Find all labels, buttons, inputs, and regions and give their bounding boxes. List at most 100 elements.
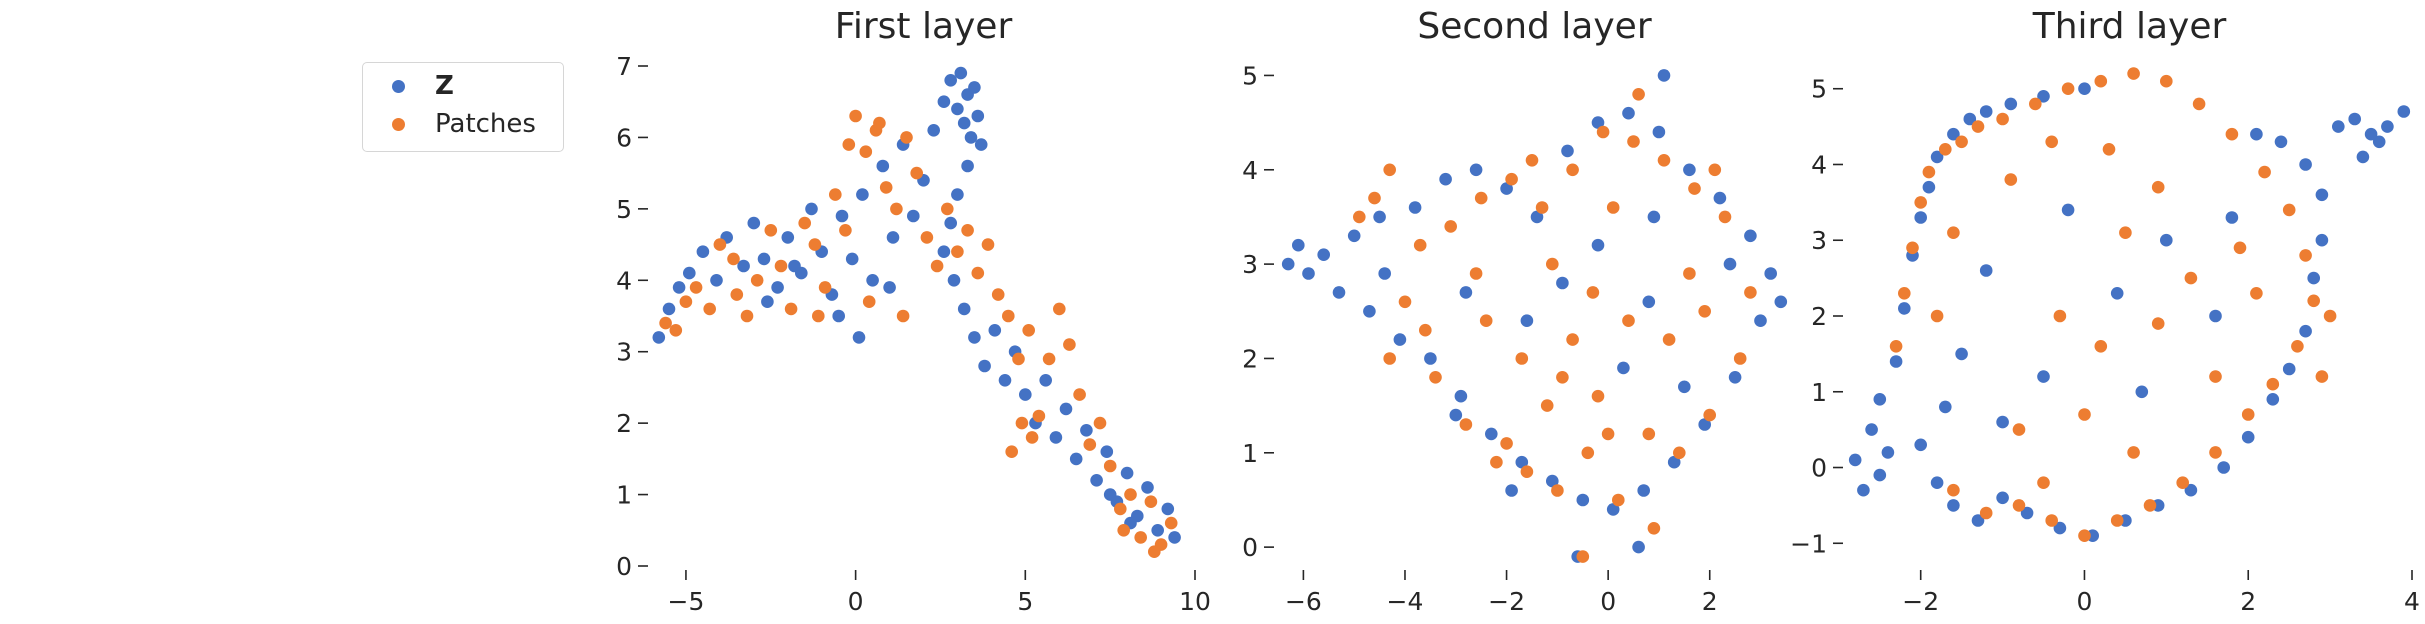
second-layer-ytick-label: 1 bbox=[1242, 439, 1258, 468]
third-layer-patches-point bbox=[2160, 74, 2173, 88]
third-layer-patches-point bbox=[1971, 120, 1985, 133]
second-layer-z-point bbox=[1774, 295, 1788, 309]
second-layer-patches-point bbox=[1546, 257, 1559, 271]
first-layer-patches-point bbox=[1025, 431, 1039, 444]
third-layer-z-point bbox=[1955, 347, 1968, 361]
second-layer-patches-point bbox=[1581, 446, 1595, 460]
second-layer-patches-point bbox=[1500, 437, 1513, 450]
first-layer-z-point bbox=[832, 309, 845, 323]
second-layer-patches-point bbox=[1576, 550, 1590, 563]
third-layer-ytick-label: 3 bbox=[1811, 226, 1827, 255]
legend-z-label: Z bbox=[435, 71, 454, 101]
second-layer-xtick-label: 0 bbox=[1600, 587, 1616, 616]
third-layer-z-point bbox=[2299, 324, 2312, 338]
third-layer-patches-point bbox=[1889, 340, 1903, 353]
first-layer-patches-point bbox=[873, 116, 886, 130]
second-layer-z-point bbox=[1317, 248, 1330, 261]
third-layer-z-point bbox=[2184, 483, 2198, 497]
third-layer-xtick-label: 0 bbox=[2077, 587, 2093, 616]
first-layer-z-point bbox=[937, 245, 951, 258]
second-layer-z-point bbox=[1454, 389, 1468, 403]
second-layer-patches-point bbox=[1556, 371, 1569, 384]
second-layer-z-point bbox=[1764, 267, 1777, 280]
second-layer-z-point bbox=[1373, 210, 1386, 224]
third-layer-z-point bbox=[2282, 362, 2296, 376]
first-layer-title: First layer bbox=[835, 6, 1013, 47]
first-layer-z-point bbox=[781, 231, 795, 244]
third-layer-patches-point bbox=[2045, 514, 2058, 527]
first-layer-patches-point bbox=[1083, 438, 1097, 451]
third-layer-title: Third layer bbox=[2032, 6, 2227, 47]
third-layer-patches-point bbox=[2323, 309, 2337, 323]
first-layer-patches-point bbox=[1015, 416, 1029, 430]
third-layer-patches-point bbox=[2307, 294, 2320, 308]
third-layer-z-point bbox=[1947, 127, 1960, 141]
first-layer-patches-point bbox=[1005, 445, 1018, 459]
second-layer-ytick-label: 3 bbox=[1242, 250, 1258, 279]
first-layer-patches-point bbox=[730, 288, 744, 301]
first-layer-xtick-label: −5 bbox=[668, 587, 705, 616]
third-layer-patches-point bbox=[1955, 135, 1968, 149]
second-layer-z-point bbox=[1459, 286, 1473, 299]
second-layer-patches-point bbox=[1642, 427, 1656, 441]
second-layer-z-point bbox=[1520, 314, 1534, 328]
third-layer-ytick-label: 4 bbox=[1811, 150, 1827, 179]
first-layer-z-point bbox=[954, 66, 968, 80]
second-layer-patches-point bbox=[1673, 446, 1686, 460]
third-layer-patches-point bbox=[2143, 499, 2157, 512]
third-layer-patches-point bbox=[2012, 499, 2026, 512]
first-layer-z-point bbox=[988, 324, 1002, 337]
first-layer-patches-point bbox=[829, 188, 842, 201]
first-layer-patches-point bbox=[930, 259, 944, 273]
second-layer-patches-point bbox=[1683, 267, 1696, 280]
second-layer-patches-point bbox=[1601, 427, 1615, 441]
second-layer-z-point bbox=[1652, 125, 1666, 139]
second-layer-patches-point bbox=[1566, 333, 1579, 346]
second-layer-z-point bbox=[1713, 191, 1727, 205]
third-layer-patches-point bbox=[2250, 287, 2263, 300]
second-layer-z-point bbox=[1505, 484, 1518, 497]
second-layer-z-point bbox=[1657, 69, 1671, 82]
third-layer-z-point bbox=[2135, 385, 2149, 399]
first-layer-z-point bbox=[951, 188, 964, 201]
first-layer-z-point bbox=[1069, 452, 1083, 466]
first-layer-z-point bbox=[1100, 445, 1114, 459]
second-layer-patches-point bbox=[1566, 163, 1579, 177]
third-layer-patches-point bbox=[2291, 340, 2304, 353]
third-layer-patches-point bbox=[2078, 529, 2091, 542]
second-layer-patches-point bbox=[1413, 238, 1427, 252]
first-layer-patches-point bbox=[740, 309, 754, 323]
third-layer-patches-point bbox=[2209, 370, 2222, 383]
first-layer-patches-point bbox=[1164, 516, 1178, 530]
second-layer-z-point bbox=[1637, 484, 1650, 497]
first-layer-patches-point bbox=[839, 224, 852, 237]
first-layer-patches-point bbox=[862, 295, 876, 309]
first-layer-patches-point bbox=[812, 309, 825, 323]
first-layer-ytick-label: 3 bbox=[616, 338, 632, 367]
third-layer-patches-point bbox=[2233, 241, 2247, 255]
first-layer-patches-point bbox=[1002, 309, 1015, 323]
second-layer-patches-point bbox=[1398, 295, 1412, 309]
second-layer-ytick-label: 4 bbox=[1242, 156, 1258, 185]
first-layer-z-point bbox=[652, 331, 666, 344]
second-layer-ytick-label: 0 bbox=[1242, 533, 1258, 562]
second-layer-patches-point bbox=[1647, 522, 1661, 535]
first-layer-patches-point bbox=[1124, 488, 1137, 501]
first-layer-z-point bbox=[1080, 424, 1093, 437]
second-layer-z-point bbox=[1292, 238, 1305, 252]
second-layer-z-point bbox=[1591, 238, 1605, 252]
first-layer-z-point bbox=[947, 274, 961, 287]
first-layer-ytick-label: 0 bbox=[616, 552, 632, 581]
first-layer-ytick-label: 6 bbox=[616, 123, 632, 152]
second-layer-z-point bbox=[1728, 371, 1742, 384]
third-layer-patches-point bbox=[2192, 97, 2206, 111]
third-layer-patches-point bbox=[2094, 74, 2108, 88]
third-layer-ytick-label: 5 bbox=[1811, 75, 1827, 104]
third-layer-z-point bbox=[2250, 127, 2263, 141]
second-layer-z-point bbox=[1281, 257, 1295, 271]
first-layer-z-point bbox=[944, 216, 957, 230]
first-layer-patches-point bbox=[910, 166, 923, 180]
first-layer-patches-point bbox=[808, 238, 822, 251]
second-layer-patches-point bbox=[1606, 201, 1620, 214]
